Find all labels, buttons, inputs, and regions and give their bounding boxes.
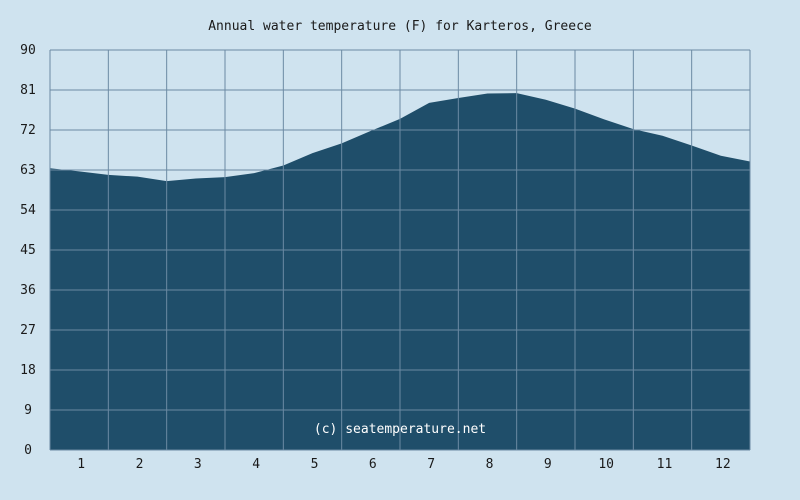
y-tick-label: 18: [20, 363, 36, 378]
grid-layer: [49, 49, 751, 451]
x-axis: 1 2 3 4 5 6 7 8 9 10 11 12: [77, 457, 730, 472]
y-tick-label: 90: [20, 43, 36, 58]
x-tick-label: 7: [427, 457, 435, 472]
x-tick-label: 10: [598, 457, 614, 472]
x-tick-label: 4: [252, 457, 260, 472]
y-tick-label: 9: [24, 403, 32, 418]
y-tick-label: 45: [20, 243, 36, 258]
x-tick-label: 2: [136, 457, 144, 472]
y-tick-label: 27: [20, 323, 36, 338]
y-tick-label: 36: [20, 283, 36, 298]
watermark: (c) seatemperature.net: [314, 422, 486, 437]
x-tick-label: 12: [715, 457, 731, 472]
y-tick-label: 0: [24, 443, 32, 458]
y-tick-label: 54: [20, 203, 36, 218]
x-tick-label: 11: [657, 457, 673, 472]
x-tick-label: 9: [544, 457, 552, 472]
y-axis: 0 9 18 27 36 45 54 63 72 81 90: [20, 43, 36, 458]
x-tick-label: 3: [194, 457, 202, 472]
y-tick-label: 63: [20, 163, 36, 178]
y-tick-label: 81: [20, 83, 36, 98]
x-tick-label: 8: [486, 457, 494, 472]
chart-title: Annual water temperature (F) for Kartero…: [208, 19, 592, 34]
y-tick-label: 72: [20, 123, 36, 138]
x-tick-label: 1: [77, 457, 85, 472]
x-tick-label: 5: [311, 457, 319, 472]
x-tick-label: 6: [369, 457, 377, 472]
